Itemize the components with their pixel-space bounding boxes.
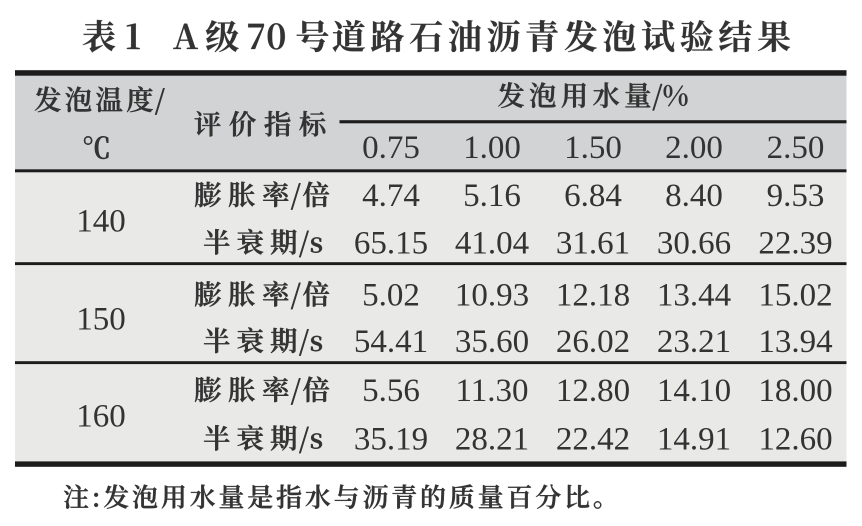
svg-text:10.93: 10.93 (455, 277, 529, 313)
svg-text:31.61: 31.61 (556, 225, 630, 261)
svg-text:2.50: 2.50 (767, 130, 825, 166)
svg-text:13.44: 13.44 (657, 277, 731, 313)
svg-text:9.53: 9.53 (767, 178, 825, 214)
svg-text:28.21: 28.21 (455, 421, 529, 457)
svg-text:5.56: 5.56 (362, 373, 420, 409)
svg-text:4.74: 4.74 (362, 178, 420, 214)
svg-text:12.60: 12.60 (758, 421, 832, 457)
svg-text:160: 160 (76, 398, 126, 434)
svg-text:15.02: 15.02 (758, 277, 832, 313)
svg-text:11.30: 11.30 (455, 373, 528, 409)
svg-text:14.10: 14.10 (657, 373, 731, 409)
svg-text:65.15: 65.15 (354, 225, 428, 261)
svg-text:2.00: 2.00 (665, 130, 723, 166)
svg-text:150: 150 (76, 301, 126, 337)
svg-text:22.39: 22.39 (758, 225, 832, 261)
svg-text:41.04: 41.04 (455, 225, 529, 261)
svg-text:140: 140 (76, 203, 126, 239)
svg-text:35.19: 35.19 (354, 421, 428, 457)
svg-text:12.80: 12.80 (556, 373, 630, 409)
svg-text:26.02: 26.02 (556, 324, 630, 360)
svg-text:23.21: 23.21 (657, 324, 731, 360)
svg-text:54.41: 54.41 (354, 324, 428, 360)
svg-text:5.02: 5.02 (362, 277, 420, 313)
svg-text:5.16: 5.16 (463, 178, 521, 214)
svg-text:8.40: 8.40 (665, 178, 723, 214)
svg-text:0.75: 0.75 (362, 130, 420, 166)
svg-text:12.18: 12.18 (556, 277, 630, 313)
svg-text:13.94: 13.94 (758, 324, 832, 360)
svg-text:14.91: 14.91 (657, 421, 731, 457)
svg-text:1.00: 1.00 (463, 130, 521, 166)
svg-text:6.84: 6.84 (564, 178, 622, 214)
svg-text:1.50: 1.50 (564, 130, 622, 166)
svg-text:18.00: 18.00 (758, 373, 832, 409)
svg-text:35.60: 35.60 (455, 324, 529, 360)
svg-text:22.42: 22.42 (556, 421, 630, 457)
svg-text:30.66: 30.66 (657, 225, 731, 261)
